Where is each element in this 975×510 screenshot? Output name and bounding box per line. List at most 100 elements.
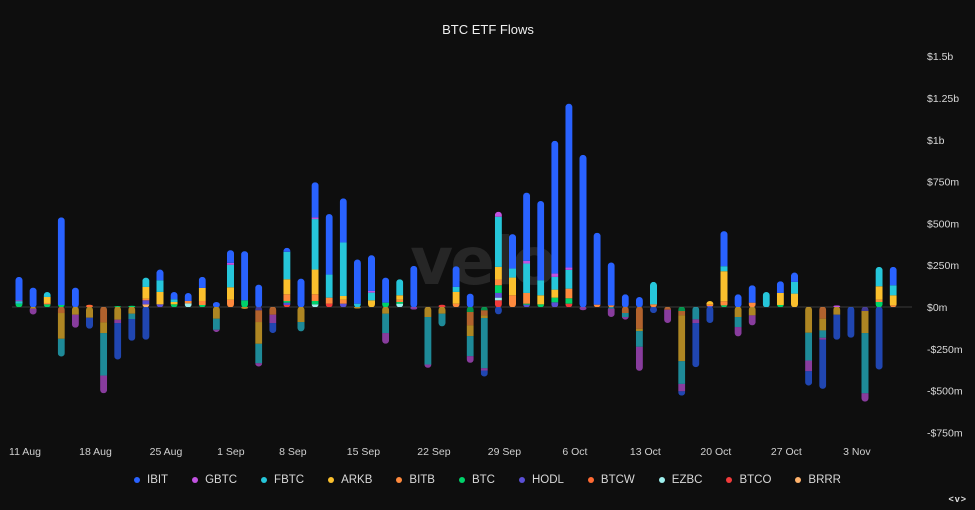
bar-21-aug[interactable] — [128, 305, 136, 341]
bar-segment-ezbc — [494, 297, 502, 301]
bar-30-sep[interactable] — [509, 234, 516, 307]
bar-5-sep[interactable] — [269, 307, 277, 334]
bar-16-sep[interactable] — [368, 255, 375, 307]
bar-15-oct[interactable] — [664, 307, 672, 324]
bar-5-nov[interactable] — [875, 266, 883, 370]
bar-segment-fbtc — [283, 251, 291, 280]
bar-18-aug[interactable] — [86, 304, 93, 329]
bar-12-aug[interactable] — [29, 287, 37, 315]
bar-segment-arkb — [71, 307, 79, 315]
bar-22-sep[interactable] — [424, 307, 432, 368]
bar-31-oct[interactable] — [833, 305, 841, 340]
bar-9-oct[interactable] — [607, 262, 615, 318]
legend-item-arkb[interactable]: ARKB — [328, 474, 372, 486]
bar-9-sep[interactable] — [297, 278, 305, 332]
legend-item-bitb[interactable]: BITB — [396, 474, 435, 486]
legend-item-hodl[interactable]: HODL — [518, 474, 564, 486]
bar-20-aug[interactable] — [114, 305, 122, 360]
bar-23-sep[interactable] — [438, 304, 446, 327]
bar-4-nov[interactable] — [861, 307, 869, 402]
legend-item-gbtc[interactable]: GBTC — [192, 474, 237, 486]
bar-11-sep[interactable] — [325, 214, 333, 307]
bar-30-oct[interactable] — [819, 307, 827, 389]
bar-4-sep[interactable] — [255, 284, 263, 367]
legend-item-fbtc[interactable]: FBTC — [261, 474, 304, 486]
bar-segment-arkb — [156, 291, 164, 305]
bar-29-aug[interactable] — [212, 301, 220, 333]
bar-15-aug[interactable] — [71, 287, 79, 328]
legend-item-brrr[interactable]: BRRR — [795, 474, 841, 486]
legend-dot-icon — [261, 477, 268, 483]
bar-17-sep[interactable] — [382, 277, 390, 344]
bar-23-oct[interactable] — [748, 285, 756, 326]
legend-dot-icon — [458, 477, 465, 483]
bar-22-aug[interactable] — [142, 277, 150, 340]
bar-26-sep[interactable] — [480, 307, 488, 377]
legend-item-btco[interactable]: BTCO — [726, 474, 771, 486]
bar-segment-bitb — [664, 307, 672, 310]
bar-2-oct[interactable] — [537, 200, 545, 307]
bar-18-sep[interactable] — [396, 279, 404, 307]
y-tick-label: $1b — [927, 135, 945, 147]
bar-segment-fbtc — [142, 277, 150, 287]
bar-3-sep[interactable] — [241, 251, 249, 310]
legend-dot-icon — [396, 477, 403, 483]
bar-28-oct[interactable] — [791, 272, 798, 307]
bar-3-nov[interactable] — [847, 307, 855, 338]
bar-7-oct[interactable] — [579, 154, 587, 311]
bar-24-sep[interactable] — [452, 266, 460, 307]
bar-27-aug[interactable] — [184, 292, 192, 307]
bar-segment-fbtc — [382, 313, 390, 334]
bar-segment-ibit — [325, 214, 333, 275]
bar-2-sep[interactable] — [227, 250, 234, 307]
legend-dot-icon — [795, 477, 802, 483]
bar-11-aug[interactable] — [15, 276, 23, 307]
bar-segment-gbtc — [311, 217, 319, 220]
bar-segment-btc — [480, 307, 488, 311]
bar-13-aug[interactable] — [43, 291, 51, 307]
bar-segment-arkb — [551, 289, 559, 298]
bar-segment-btco — [283, 304, 291, 307]
bar-13-oct[interactable] — [635, 296, 643, 371]
bar-20-oct[interactable] — [706, 300, 714, 324]
bar-21-oct[interactable] — [720, 231, 728, 307]
bar-segment-ibit — [650, 307, 657, 314]
bar-26-aug[interactable] — [170, 291, 178, 307]
legend-item-ibit[interactable]: IBIT — [134, 474, 168, 486]
bar-24-oct[interactable] — [762, 291, 770, 307]
bar-segment-btc — [382, 302, 390, 307]
bar-segment-gbtc — [692, 319, 700, 324]
bar-25-aug[interactable] — [156, 269, 164, 307]
bar-25-sep[interactable] — [466, 293, 474, 363]
bar-6-oct[interactable] — [565, 103, 573, 307]
nav-arrows[interactable]: <v> — [948, 494, 967, 504]
bar-6-nov[interactable] — [889, 266, 897, 307]
bar-27-oct[interactable] — [776, 281, 784, 307]
legend-dot-icon — [328, 477, 335, 483]
bar-28-aug[interactable] — [198, 276, 206, 307]
bar-29-oct[interactable] — [805, 307, 813, 386]
bar-14-aug[interactable] — [57, 217, 65, 357]
bar-19-sep[interactable] — [410, 265, 418, 310]
bar-1-oct[interactable] — [523, 192, 531, 307]
legend-label: BITB — [409, 474, 435, 486]
bar-segment-arkb — [805, 307, 813, 333]
legend-item-btc[interactable]: BTC — [458, 474, 495, 486]
bar-12-sep[interactable] — [339, 198, 347, 307]
bar-22-oct[interactable] — [734, 294, 742, 337]
bar-10-oct[interactable] — [621, 294, 629, 320]
bar-15-sep[interactable] — [353, 259, 361, 309]
bar-14-oct[interactable] — [650, 281, 657, 314]
bar-16-oct[interactable] — [678, 307, 686, 396]
bar-10-sep[interactable] — [311, 182, 319, 307]
bar-8-oct[interactable] — [593, 232, 601, 307]
bar-29-sep[interactable] — [494, 211, 502, 315]
legend-item-ezbc[interactable]: EZBC — [658, 474, 702, 486]
bar-8-sep[interactable] — [283, 247, 291, 307]
bar-segment-gbtc — [819, 337, 827, 340]
bar-3-oct[interactable] — [551, 140, 559, 307]
bar-segment-arkb — [424, 307, 432, 318]
bar-19-aug[interactable] — [100, 307, 108, 394]
bar-17-oct[interactable] — [692, 307, 700, 368]
legend-item-btcw[interactable]: BTCW — [587, 474, 635, 486]
